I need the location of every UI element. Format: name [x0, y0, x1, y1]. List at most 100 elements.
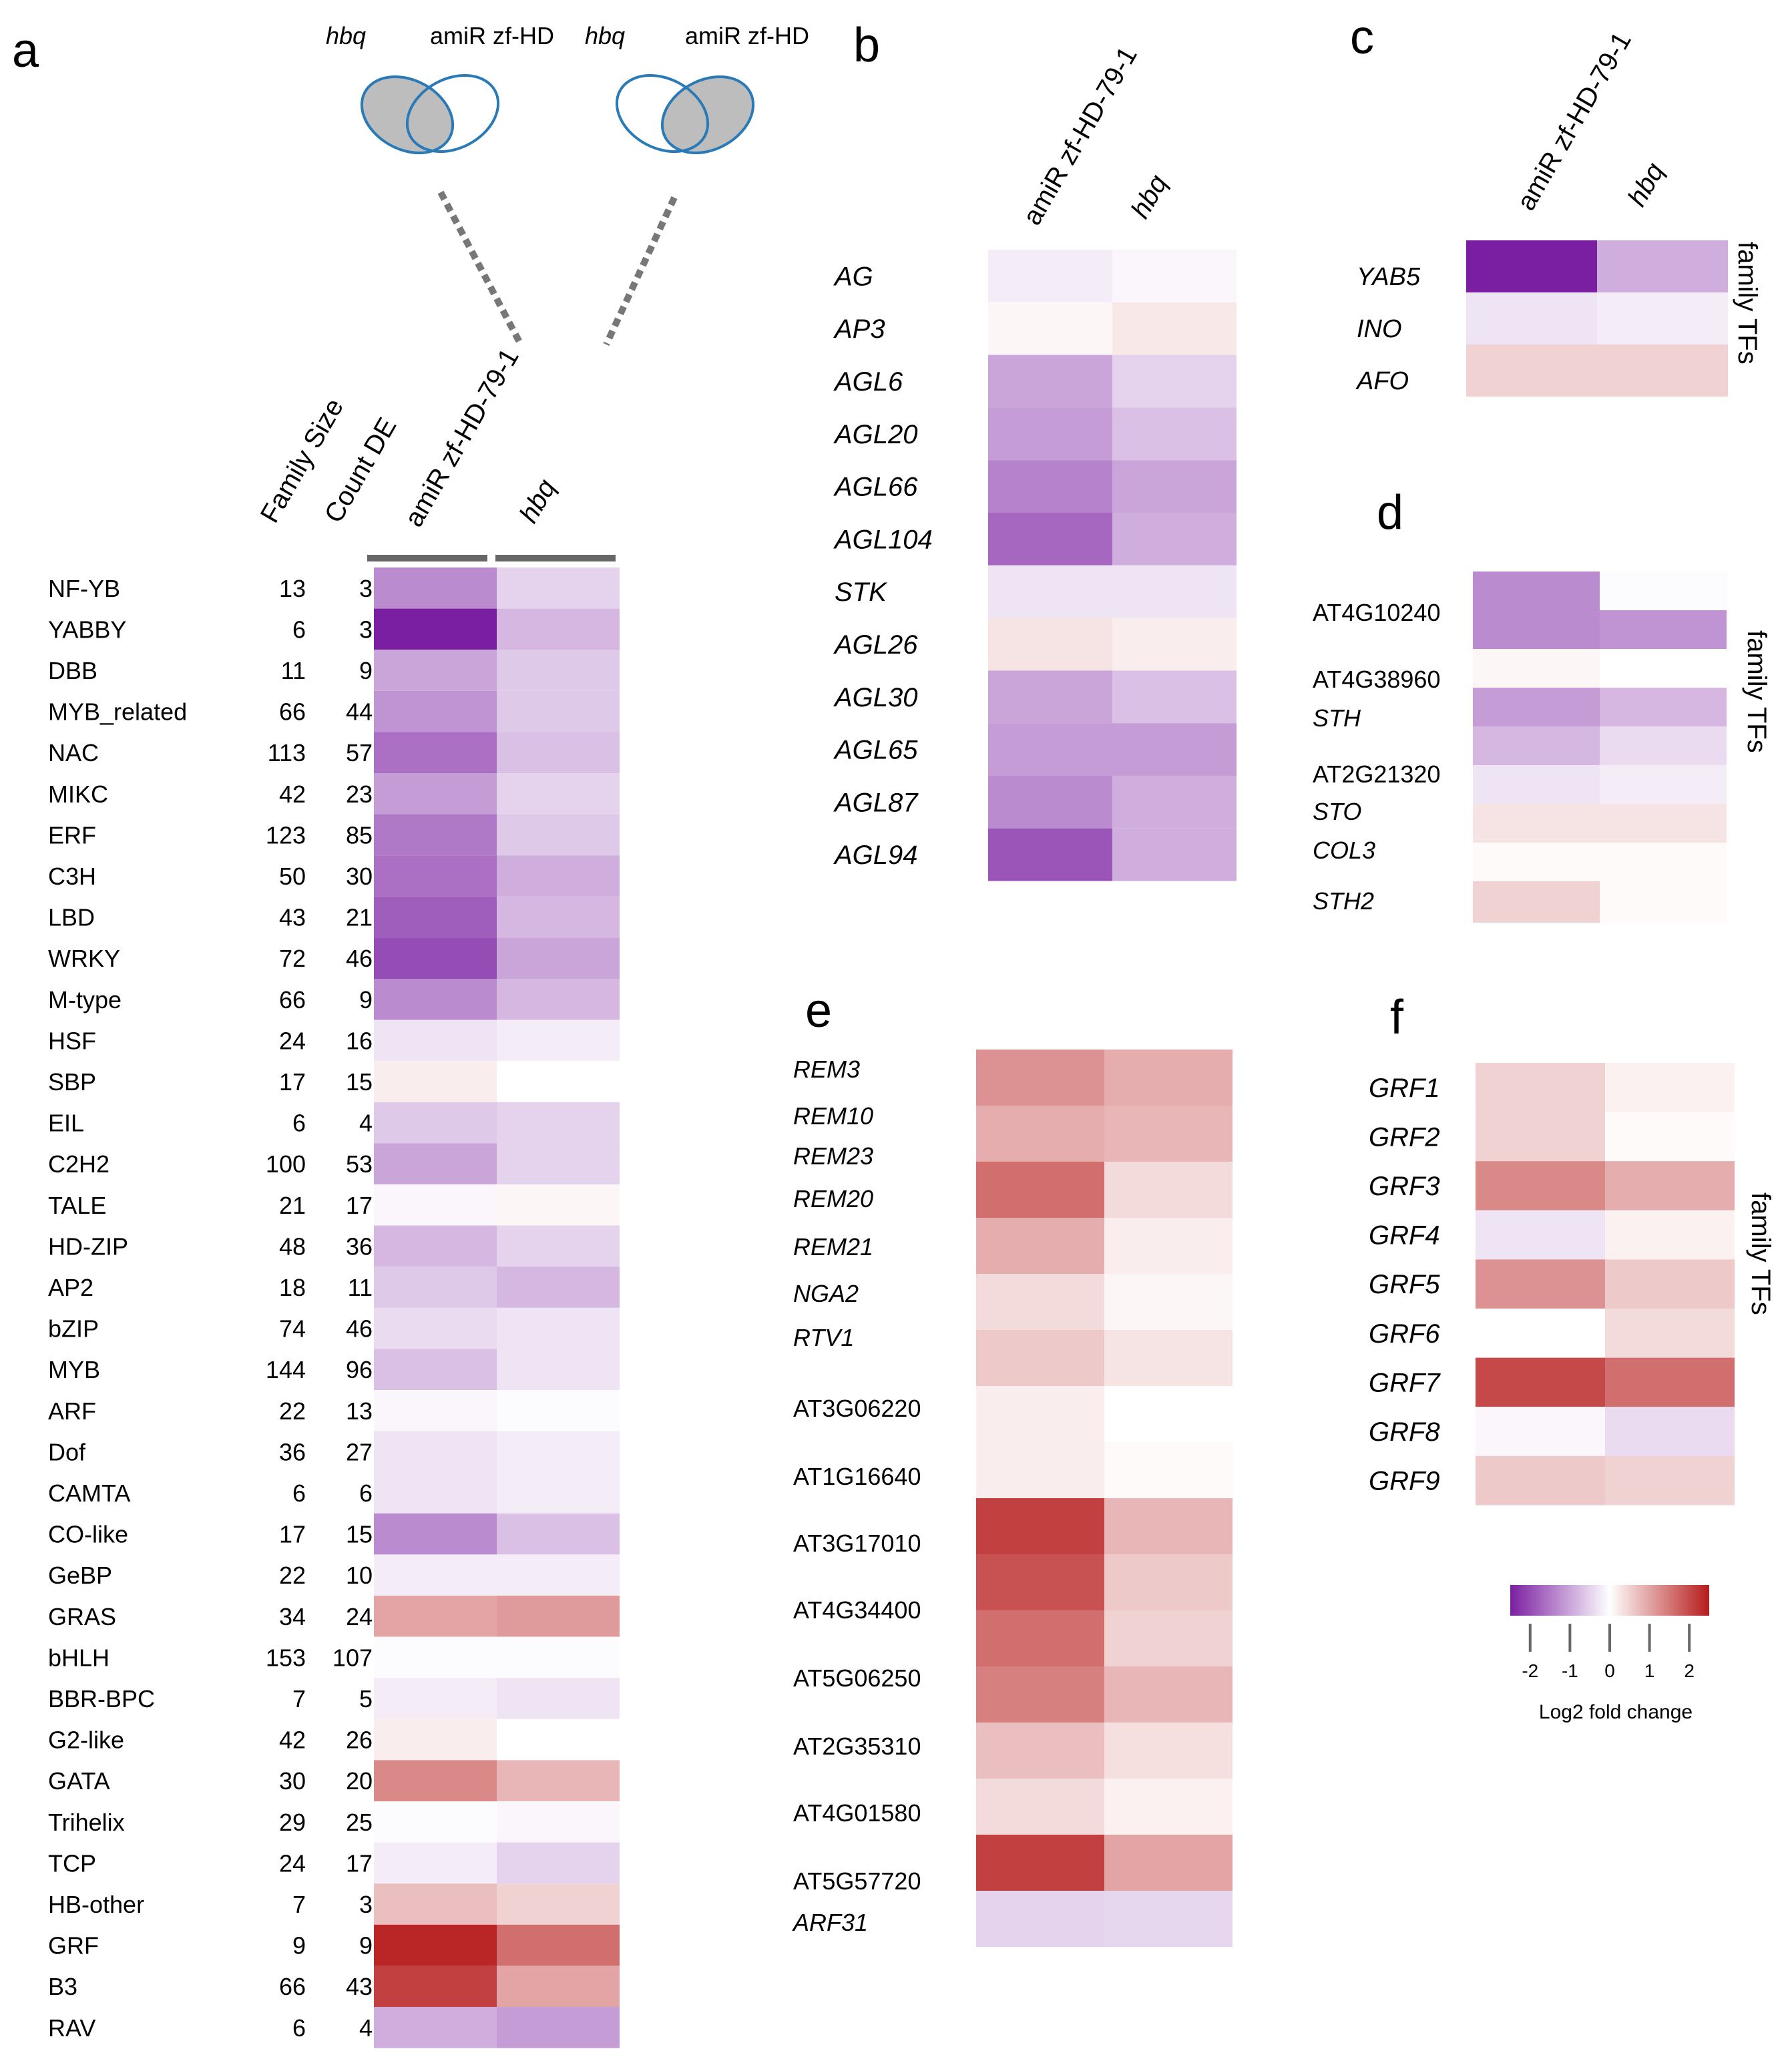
d-cell-r8-c0: [1473, 881, 1600, 923]
a-row-family-size: 17: [279, 1521, 306, 1548]
a-row-family-size: 36: [279, 1438, 306, 1465]
b-cell-r5-c1: [1112, 513, 1237, 565]
a-row-label: GRAS: [48, 1603, 116, 1630]
a-cell-r17-c0: [374, 1267, 497, 1308]
f-side-label: family TFs: [1746, 1192, 1775, 1315]
b-cell-r11-c0: [988, 828, 1112, 881]
b-cell-r9-c1: [1112, 723, 1237, 776]
c-side-label: family TFs: [1733, 242, 1762, 365]
d-row-label: AT4G38960: [1313, 666, 1440, 693]
a-row-label: GRF: [48, 1932, 99, 1960]
b-header-amir: amiR zf-HD-79-1: [1018, 42, 1143, 230]
a-row-count-de: 21: [346, 904, 373, 931]
b-cell-r1-c1: [1112, 302, 1237, 355]
a-row-count-de: 43: [346, 1973, 373, 2000]
e-cell-r5-c1: [1104, 1330, 1233, 1386]
a-cell-r6-c1: [497, 814, 620, 856]
d-cell-r4-c1: [1600, 726, 1727, 765]
f-cell-r3-c1: [1605, 1210, 1735, 1260]
a-row-label: TALE: [48, 1192, 106, 1219]
a-cell-r8-c1: [497, 896, 620, 938]
a-row-count-de: 44: [346, 698, 373, 726]
a-cell-r32-c1: [497, 1883, 620, 1925]
a-cell-r13-c1: [497, 1102, 620, 1144]
e-cell-r1-c1: [1104, 1106, 1233, 1162]
a-cell-r25-c1: [497, 1596, 620, 1637]
f-cell-r3-c0: [1476, 1210, 1605, 1260]
e-cell-r13-c1: [1104, 1779, 1233, 1835]
a-row-family-size: 18: [279, 1274, 306, 1301]
d-row-label: COL3: [1313, 837, 1375, 864]
a-row-family-size: 100: [266, 1150, 306, 1178]
d-row-label: AT2G21320: [1313, 760, 1440, 788]
a-row-family-size: 7: [292, 1685, 306, 1712]
a-row-label: RAV: [48, 2014, 95, 2042]
a-cell-r34-c0: [374, 1966, 497, 2007]
a-row-label: TCP: [48, 1849, 96, 1877]
b-cell-r4-c1: [1112, 460, 1237, 513]
f-cell-r4-c0: [1476, 1259, 1605, 1309]
f-cell-r2-c1: [1605, 1161, 1735, 1210]
e-row-label: ARF31: [792, 1909, 868, 1936]
a-cell-r7-c0: [374, 855, 497, 897]
f-cell-r6-c0: [1476, 1357, 1605, 1407]
a-row-count-de: 23: [346, 780, 373, 808]
e-cell-r6-c1: [1104, 1386, 1233, 1442]
d-side-label: family TFs: [1742, 630, 1771, 753]
a-cell-r2-c0: [374, 650, 497, 691]
a-cell-r28-c1: [497, 1719, 620, 1761]
a-cell-r11-c1: [497, 1019, 620, 1062]
f-cell-r4-c1: [1605, 1259, 1735, 1309]
a-row-family-size: 22: [279, 1562, 306, 1589]
a-cell-r18-c0: [374, 1307, 497, 1349]
e-cell-r4-c0: [976, 1274, 1104, 1330]
a-row-label: ARF: [48, 1397, 96, 1425]
a-row-count-de: 3: [359, 575, 373, 602]
b-cell-r10-c0: [988, 776, 1112, 829]
panel-letter-b: b: [853, 19, 880, 72]
b-cell-r6-c1: [1112, 565, 1237, 618]
d-cell-r5-c0: [1473, 765, 1600, 804]
d-cell-r2-c0: [1473, 649, 1600, 688]
venn1-connector: [437, 190, 524, 347]
a-row-label: bHLH: [48, 1644, 109, 1671]
f-row-label: GRF9: [1369, 1467, 1440, 1496]
c-cell-r0-c0: [1466, 240, 1597, 292]
a-row-label: WRKY: [48, 945, 120, 972]
e-cell-r15-c1: [1104, 1891, 1233, 1947]
a-row-family-size: 22: [279, 1397, 306, 1425]
e-cell-r3-c0: [976, 1218, 1104, 1274]
a-cell-r1-c1: [497, 608, 620, 650]
a-row-family-size: 24: [279, 1027, 306, 1054]
a-row-label: LBD: [48, 904, 95, 931]
d-cell-r1-c1: [1600, 610, 1727, 649]
a-cell-r33-c0: [374, 1924, 497, 1966]
e-row-label: AT1G16640: [793, 1463, 921, 1490]
e-cell-r3-c1: [1104, 1218, 1233, 1274]
a-row-family-size: 48: [279, 1232, 306, 1260]
panel-e-heatmap: [976, 1050, 1233, 1947]
a-row-label: NF-YB: [48, 575, 120, 602]
a-row-label: YABBY: [48, 616, 126, 643]
c-row-label: YAB5: [1357, 263, 1421, 291]
a-row-label: C2H2: [48, 1150, 109, 1178]
a-cell-r34-c1: [497, 1966, 620, 2007]
a-row-label: ERF: [48, 821, 96, 849]
b-row-label: AGL30: [833, 683, 918, 712]
d-cell-r4-c0: [1473, 726, 1600, 765]
b-cell-r6-c0: [988, 565, 1112, 618]
a-cell-r5-c0: [374, 773, 497, 815]
a-row-count-de: 4: [359, 1110, 373, 1137]
legend-tick-label: -2: [1522, 1660, 1538, 1681]
d-cell-r1-c0: [1473, 610, 1600, 649]
e-row-label: AT5G06250: [793, 1664, 921, 1692]
c-cell-r2-c0: [1466, 345, 1597, 397]
f-cell-r2-c0: [1476, 1161, 1605, 1210]
a-row-count-de: 57: [346, 739, 373, 766]
venn1-left-label: hbq: [326, 22, 366, 49]
b-row-label: AGL65: [833, 736, 918, 765]
f-row-label: GRF8: [1369, 1417, 1440, 1447]
a-row-label: MYB_related: [48, 698, 187, 726]
a-cell-r31-c0: [374, 1842, 497, 1884]
